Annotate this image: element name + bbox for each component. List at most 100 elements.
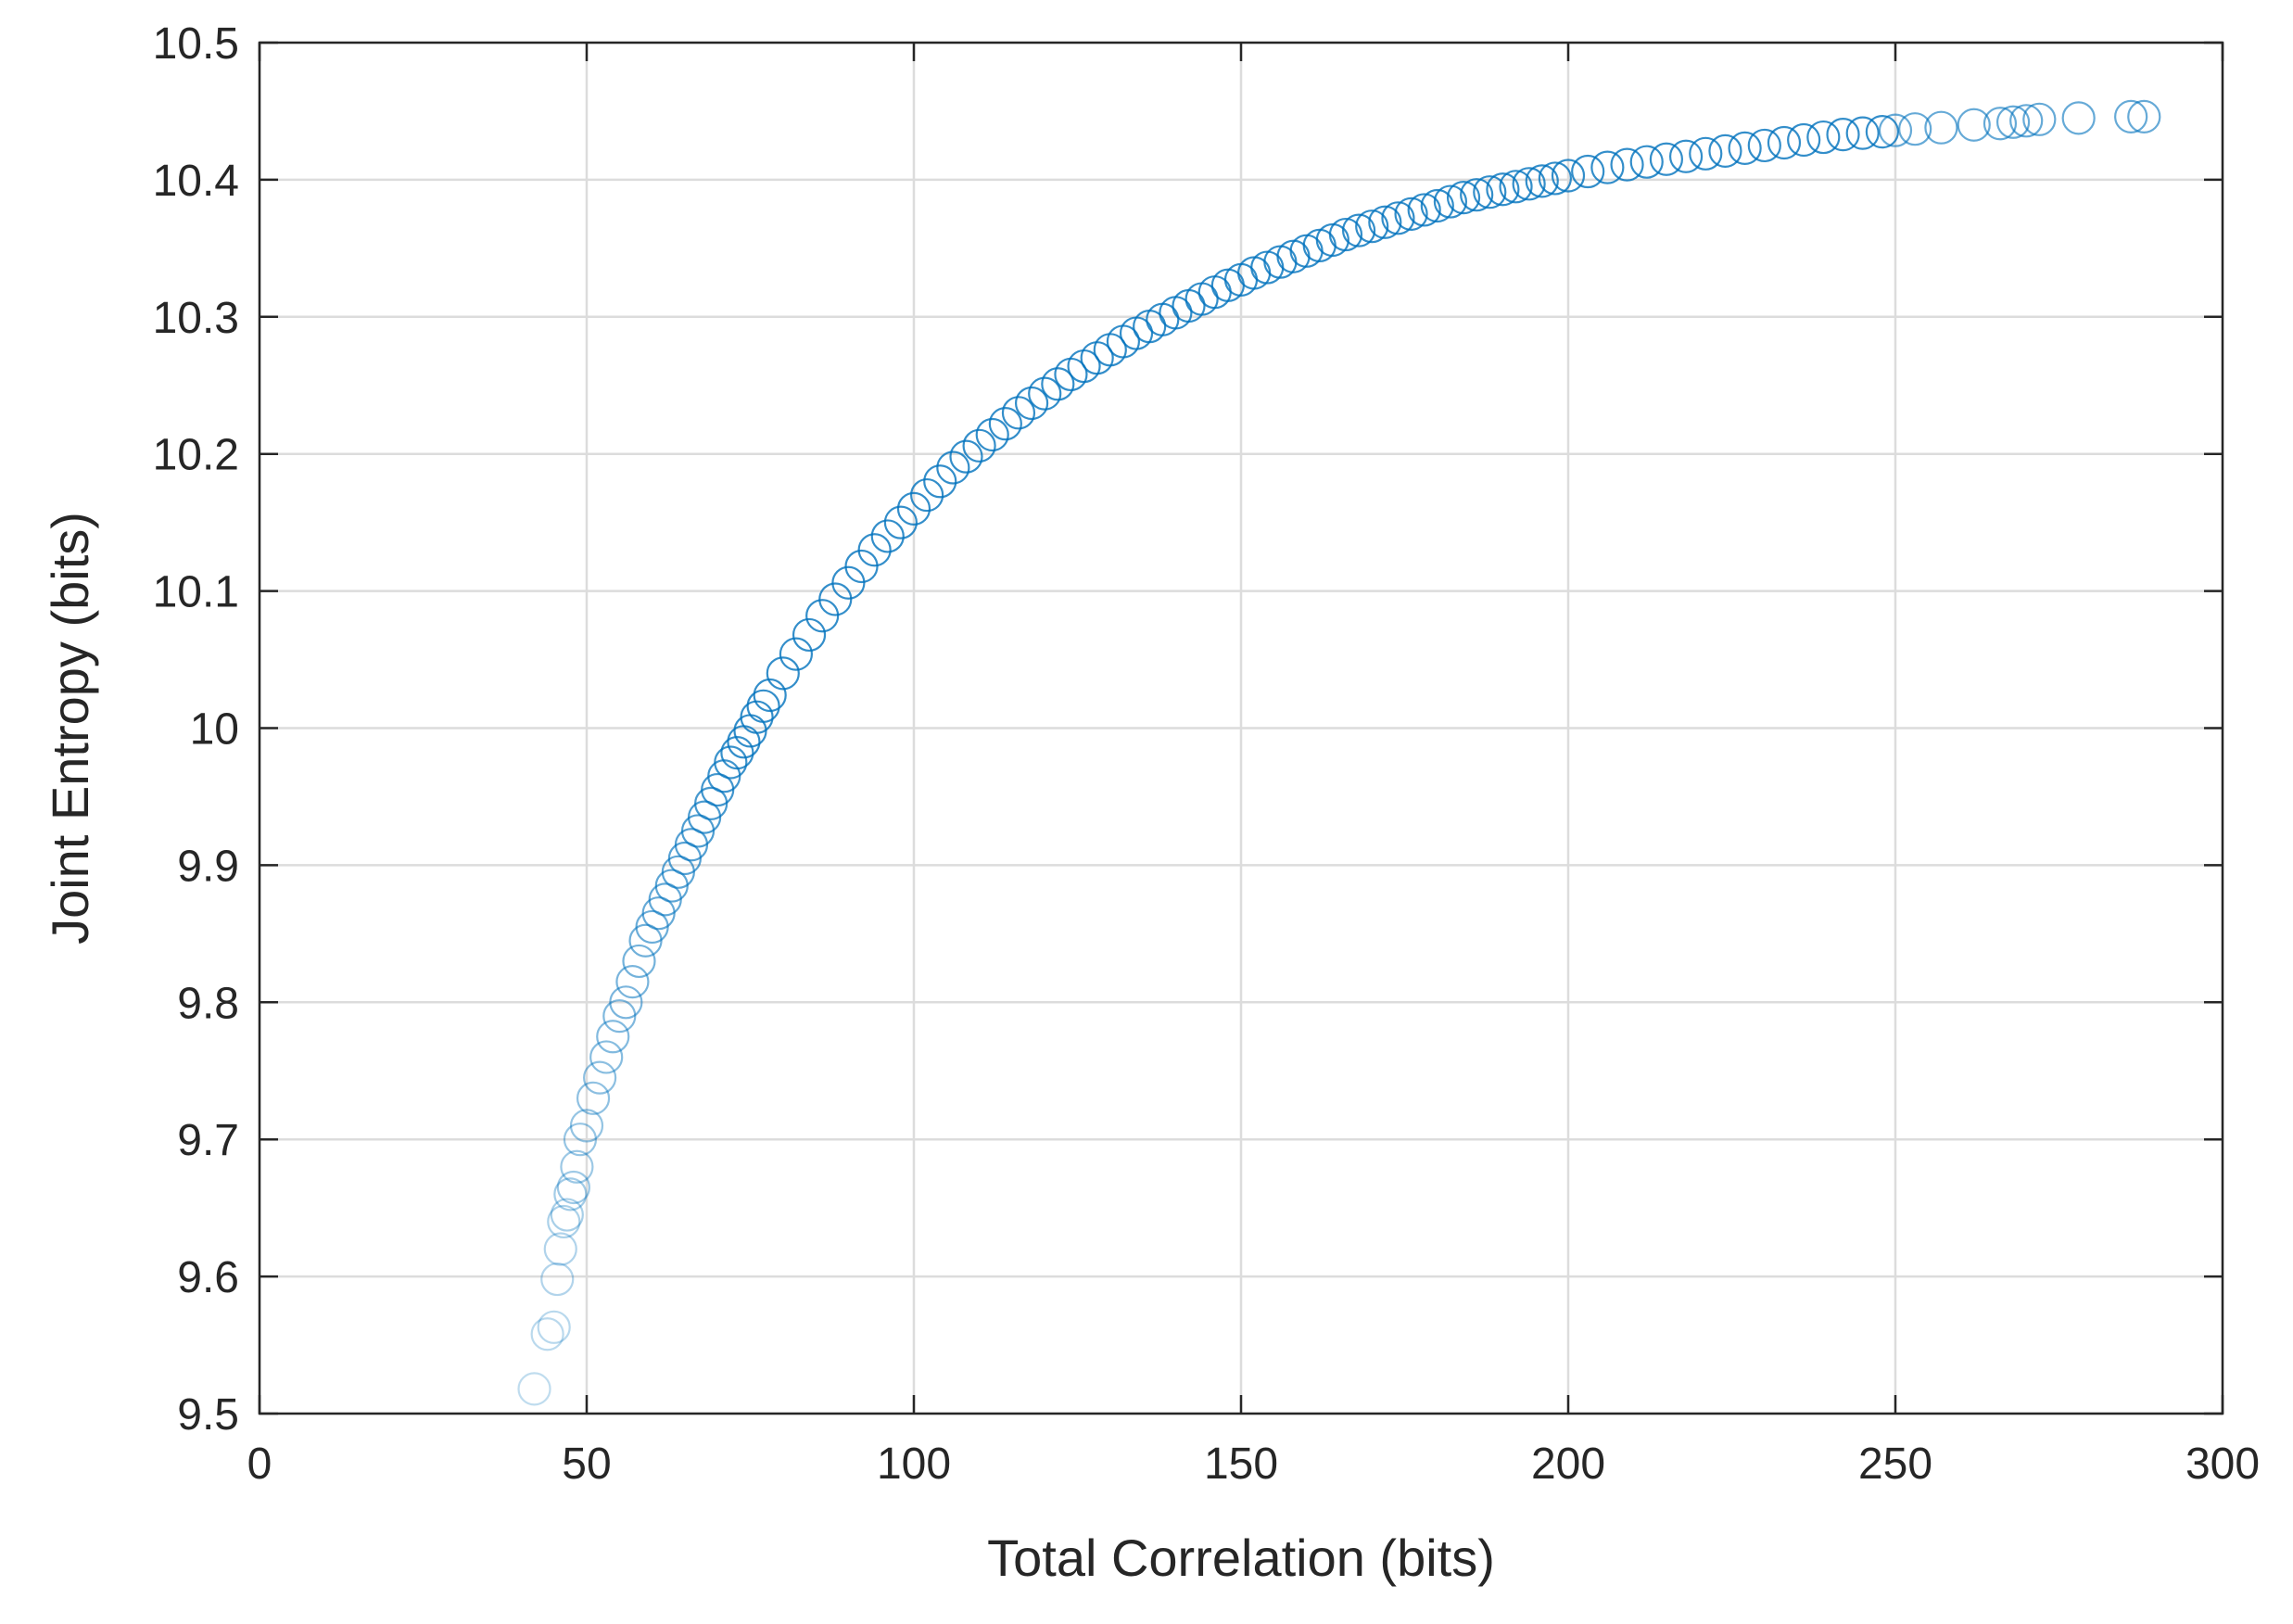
scatter-point: [1512, 167, 1546, 201]
scatter-point: [576, 1081, 611, 1115]
scatter-point: [1957, 108, 1991, 142]
scatter-point: [589, 1040, 624, 1074]
scatter-point: [1446, 181, 1481, 215]
scatter-point: [870, 519, 905, 553]
scatter-point: [962, 428, 996, 463]
scatter-point: [779, 637, 814, 671]
scatter-point: [1629, 145, 1664, 179]
scatter-point: [883, 505, 918, 539]
scatter-point: [2114, 99, 2148, 133]
scatter-point: [1826, 117, 1860, 152]
y-tick-label: 10.5: [153, 19, 239, 69]
scatter-point: [1571, 154, 1605, 189]
scatter-point: [1028, 376, 1062, 411]
scatter-point: [1014, 386, 1049, 421]
tick-marks: [258, 41, 2224, 1415]
scatter-point: [746, 689, 780, 723]
y-tick-label: 10.2: [153, 431, 239, 480]
scatter-point: [1747, 128, 1781, 163]
scatter-point: [556, 1170, 590, 1205]
x-tick-label: 200: [1531, 1440, 1605, 1489]
scatter-point: [1486, 172, 1520, 207]
scatter-point: [2022, 102, 2057, 136]
scatter-point: [1610, 147, 1644, 182]
scatter-point: [949, 439, 983, 474]
x-axis-label: Total Correlation (bits): [987, 1529, 1495, 1587]
y-tick-label: 10: [190, 705, 239, 755]
scatter-point: [1001, 396, 1036, 430]
scatter-point: [923, 464, 957, 499]
scatter-point: [517, 1372, 551, 1406]
scatter-point: [2061, 101, 2096, 135]
x-tick-labels: 0 50 100 150 200 250 300: [247, 1440, 2260, 1489]
scatter-point: [1381, 201, 1415, 235]
scatter-point: [1473, 175, 1507, 209]
data-points: [517, 99, 2161, 1406]
x-tick-label: 50: [562, 1440, 611, 1489]
scatter-point: [1499, 170, 1533, 204]
scatter-point: [1995, 105, 2031, 139]
scatter-point: [1708, 133, 1742, 168]
scatter-point: [547, 1204, 581, 1239]
scatter-point: [857, 533, 892, 567]
scatter-point: [1328, 217, 1363, 252]
scatter-point: [988, 407, 1022, 441]
scatter-point: [1394, 197, 1428, 231]
scatter-point: [622, 944, 656, 979]
scatter-point: [1898, 112, 1932, 146]
scatter-point: [1983, 107, 2018, 141]
x-tick-label: 300: [2185, 1440, 2260, 1489]
scatter-point: [1538, 161, 1572, 196]
scatter-point: [1551, 159, 1586, 193]
scatter-point: [910, 477, 944, 513]
scatter-point: [720, 736, 754, 770]
y-tick-labels: 9.5 9.6 9.7 9.8 9.9 10 10.1 10.2 10.3 10.4 10.5: [153, 19, 239, 1440]
scatter-point: [1689, 136, 1723, 171]
y-tick-label: 10.3: [153, 294, 239, 343]
scatter-point: [1407, 193, 1441, 227]
scatter-point: [569, 1109, 604, 1143]
scatter-point: [1341, 213, 1376, 247]
scatter-point: [1865, 115, 1899, 149]
scatter-point: [1728, 131, 1762, 165]
scatter-point: [975, 417, 1009, 452]
scatter-point: [583, 1060, 617, 1095]
scatter-point: [792, 617, 827, 653]
scatter-point: [1649, 142, 1684, 176]
scatter-point: [1460, 178, 1494, 212]
scatter-point: [936, 450, 970, 485]
scatter-point: [540, 1262, 575, 1297]
scatter-point: [553, 1177, 588, 1212]
scatter-point: [2009, 104, 2044, 138]
y-tick-label: 9.8: [177, 979, 239, 1028]
x-tick-label: 100: [877, 1440, 951, 1489]
y-tick-label: 9.9: [177, 842, 239, 891]
scatter-point: [1767, 125, 1802, 160]
scatter-point: [615, 965, 650, 999]
scatter-point: [537, 1310, 571, 1344]
scatter-point: [530, 1317, 564, 1351]
scatter-point: [1355, 209, 1389, 244]
scatter-point: [1433, 184, 1468, 219]
scatter-point: [1041, 367, 1075, 401]
scatter-point: [1420, 188, 1454, 223]
scatter-point: [740, 700, 774, 734]
scatter-point: [1668, 139, 1704, 173]
scatter-point: [1806, 120, 1841, 155]
scatter-point: [543, 1232, 577, 1266]
x-tick-label: 0: [247, 1440, 272, 1489]
scatter-point: [563, 1123, 598, 1157]
scatter-point: [714, 745, 748, 780]
scatter-point: [1878, 113, 1913, 147]
scatter-point: [753, 678, 787, 713]
scatter-point: [609, 985, 643, 1020]
y-tick-label: 9.6: [177, 1253, 239, 1302]
x-tick-label: 250: [1858, 1440, 1932, 1489]
scatter-point: [1787, 122, 1821, 158]
scatter-point: [2127, 99, 2161, 133]
scatter-point: [896, 491, 931, 526]
x-tick-label: 150: [1204, 1440, 1278, 1489]
scatter-point: [1368, 205, 1402, 239]
scatter-point: [560, 1149, 594, 1184]
scatter-point: [1525, 164, 1559, 198]
